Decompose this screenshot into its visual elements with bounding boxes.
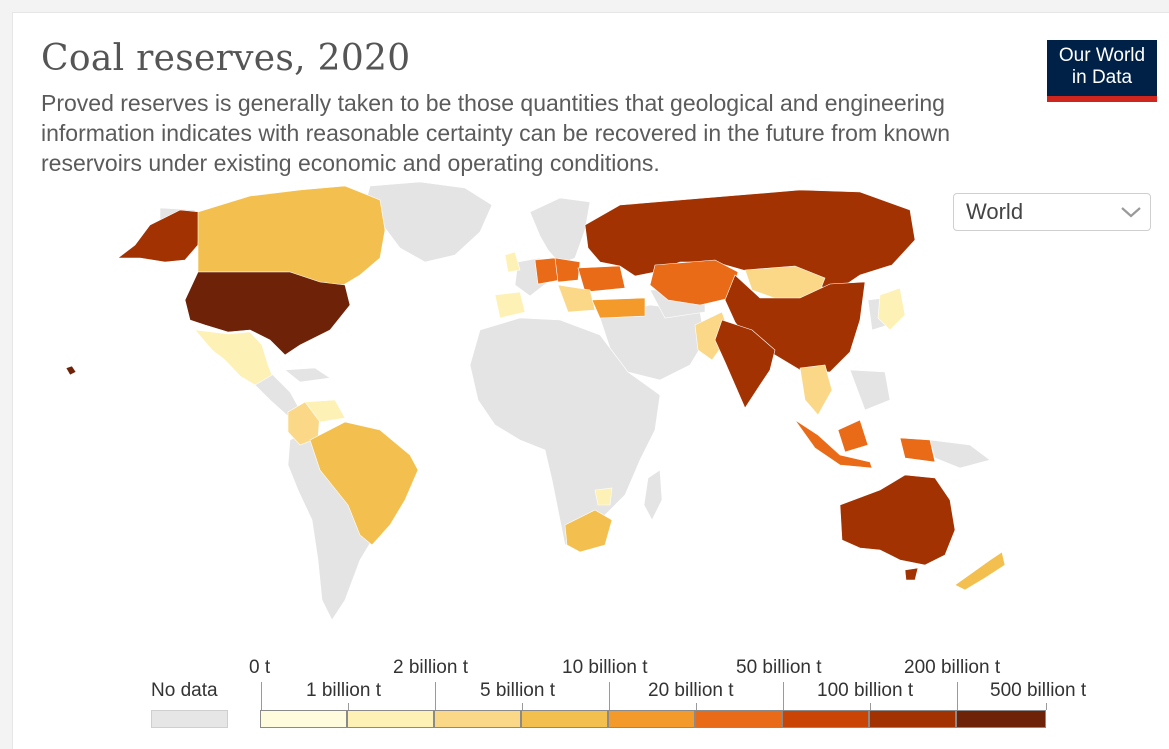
south-africa[interactable] (564, 509, 613, 553)
sumatra-java[interactable] (794, 419, 873, 469)
legend-label-100bt: 100 billion t (817, 680, 914, 701)
scandinavia[interactable] (529, 197, 591, 265)
australia[interactable] (839, 474, 956, 566)
japan[interactable] (877, 287, 906, 331)
kazakhstan[interactable] (649, 259, 739, 306)
legend-label-5bt: 5 billion t (480, 680, 555, 701)
chevron-down-icon (1121, 207, 1141, 218)
new-guinea-no-data[interactable] (929, 439, 991, 469)
logo-red-bar (1047, 96, 1157, 102)
spain[interactable] (494, 291, 526, 319)
legend-label-200bt: 200 billion t (904, 657, 1001, 678)
region-select-value: World (966, 199, 1024, 224)
mexico[interactable] (194, 329, 273, 386)
legend-bin-50-100bt[interactable] (782, 710, 869, 728)
legend-tick (609, 682, 610, 710)
legend-no-data-swatch[interactable] (151, 710, 228, 728)
legend-label-50bt: 50 billion t (736, 657, 822, 678)
borneo[interactable] (837, 419, 869, 453)
legend-bin-10-20bt[interactable] (608, 710, 695, 728)
logo-line-2: in Data (1071, 67, 1133, 88)
new-zealand[interactable] (954, 551, 1006, 591)
legend-no-data-label: No data (151, 680, 218, 701)
alaska[interactable] (117, 209, 201, 263)
legend-tick (261, 682, 262, 710)
ukraine[interactable] (577, 265, 626, 293)
legend-tick (435, 682, 436, 710)
legend-label-0t: 0 t (249, 657, 271, 678)
chart-title: Coal reserves, 2020 (41, 38, 411, 79)
legend-bin-2-5bt[interactable] (434, 710, 521, 728)
southeast-asia-no-data[interactable] (849, 369, 891, 411)
sulawesi-eastern-indonesia[interactable] (899, 437, 936, 463)
united-kingdom[interactable] (504, 251, 521, 273)
legend-bin-100-200bt[interactable] (869, 710, 956, 728)
legend-tick (870, 703, 871, 710)
greenland[interactable] (364, 181, 493, 263)
legend-tick (957, 682, 958, 710)
legend-bin-5-10bt[interactable] (521, 710, 608, 728)
owid-logo[interactable]: Our World in Data (1047, 40, 1157, 102)
turkey[interactable] (591, 297, 646, 319)
legend-label-1bt: 1 billion t (306, 680, 381, 701)
caribbean[interactable] (284, 367, 331, 383)
madagascar[interactable] (643, 469, 663, 521)
hawaii[interactable] (65, 365, 77, 376)
legend-label-2bt: 2 billion t (393, 657, 468, 678)
chart-subtitle: Proved reserves is generally taken to be… (41, 90, 950, 176)
balkans[interactable] (557, 284, 596, 313)
logo-line-1: Our World (1058, 45, 1146, 66)
legend-bin-20-50bt[interactable] (695, 710, 782, 728)
legend-tick (522, 703, 523, 710)
brazil[interactable] (309, 421, 419, 546)
legend-label-500bt: 500 billion t (990, 680, 1087, 701)
venezuela[interactable] (304, 399, 346, 423)
legend-tick (348, 703, 349, 710)
legend-tick (696, 703, 697, 710)
southern-africa-small[interactable] (594, 487, 613, 506)
legend-bin-200-500bt[interactable] (956, 710, 1046, 728)
tasmania[interactable] (904, 567, 919, 581)
legend-tick (783, 682, 784, 710)
region-select[interactable]: World (953, 193, 1151, 231)
legend-bin-0-1bt[interactable] (260, 710, 347, 728)
india[interactable] (714, 319, 776, 409)
legend-tick (1046, 703, 1047, 710)
poland[interactable] (554, 257, 581, 283)
legend-label-10bt: 10 billion t (562, 657, 648, 678)
united-states[interactable] (184, 271, 351, 356)
legend-bin-1-2bt[interactable] (347, 710, 434, 728)
vietnam-thailand[interactable] (799, 364, 833, 416)
legend-label-20bt: 20 billion t (648, 680, 734, 701)
